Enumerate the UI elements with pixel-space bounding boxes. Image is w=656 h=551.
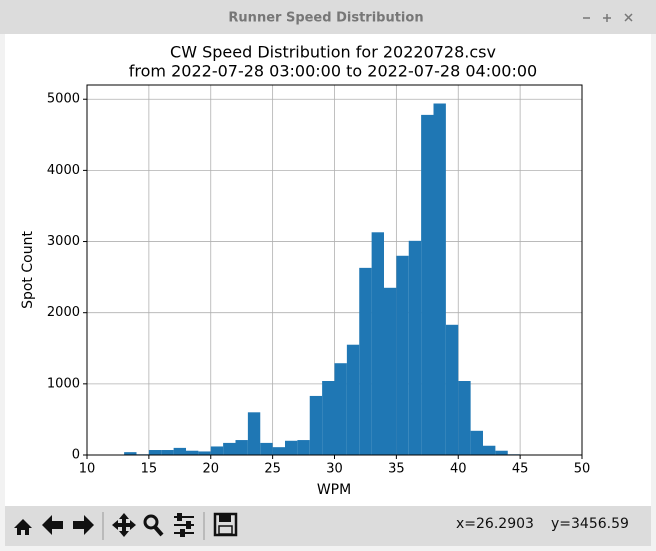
histogram-bar xyxy=(272,447,285,455)
histogram-bar xyxy=(124,452,137,455)
x-axis-label: WPM xyxy=(317,482,351,498)
histogram-bar xyxy=(186,450,199,455)
pan-button[interactable] xyxy=(112,513,136,537)
x-tick-label: 15 xyxy=(141,462,158,477)
y-tick-label: 1000 xyxy=(47,376,80,391)
histogram-bar xyxy=(483,445,496,455)
histogram-bar xyxy=(297,440,310,455)
zoom-button[interactable] xyxy=(143,514,164,537)
chart-subtitle: from 2022-07-28 03:00:00 to 2022-07-28 0… xyxy=(129,62,537,81)
histogram-bar xyxy=(334,363,347,455)
histogram-bar xyxy=(210,446,224,455)
y-tick-label: 3000 xyxy=(47,234,80,249)
histogram-bar xyxy=(223,442,236,455)
histogram-bar xyxy=(408,240,422,455)
y-tick-label: 2000 xyxy=(47,305,80,320)
save-button[interactable] xyxy=(213,512,238,537)
histogram-bar xyxy=(458,381,471,455)
x-tick-label: 40 xyxy=(450,462,467,477)
configure-button[interactable] xyxy=(174,513,194,537)
window-title: Runner Speed Distribution xyxy=(228,11,423,26)
x-tick-label: 20 xyxy=(202,462,219,477)
plot-area: 10 15 20 25 30 35 40 45 50 0 1000 2000 3000 4000 5000 xyxy=(47,84,591,477)
histogram-bar xyxy=(433,103,446,455)
forward-button[interactable] xyxy=(73,515,94,535)
histogram-bar xyxy=(495,450,508,455)
x-tick-label: 35 xyxy=(388,462,405,477)
y-tick-label: 0 xyxy=(72,448,80,463)
histogram-bar xyxy=(173,447,186,455)
histogram-bar xyxy=(285,440,298,455)
back-button[interactable] xyxy=(42,515,63,535)
toolbar-buttons[interactable] xyxy=(14,512,238,537)
status-x: x=26.2903 xyxy=(456,516,534,532)
x-tick-label: 10 xyxy=(79,462,96,477)
y-tick-label: 5000 xyxy=(47,92,80,107)
histogram-bar xyxy=(161,450,174,455)
histogram-bar xyxy=(445,324,459,455)
histogram-bar xyxy=(235,440,248,455)
histogram-bar xyxy=(359,267,372,455)
y-tick-label: 4000 xyxy=(47,163,80,178)
window-controls[interactable] xyxy=(583,13,633,22)
histogram-bar xyxy=(309,395,323,455)
home-button[interactable] xyxy=(14,519,32,535)
x-tick-label: 25 xyxy=(264,462,281,477)
x-tick-label: 50 xyxy=(574,462,591,477)
histogram-bar xyxy=(396,255,409,455)
histogram-bar xyxy=(198,451,211,455)
histogram-bar xyxy=(384,287,397,455)
toolbar xyxy=(5,506,651,546)
histogram-bar xyxy=(247,412,261,455)
histogram-bar xyxy=(346,344,360,455)
title-bar xyxy=(0,0,656,34)
y-axis-label: Spot Count xyxy=(20,231,36,309)
axes-frame xyxy=(86,84,583,456)
chart-title: CW Speed Distribution for 20220728.csv xyxy=(170,43,496,62)
x-tick-label: 45 xyxy=(512,462,529,477)
histogram-bar xyxy=(260,442,273,455)
histogram-bar xyxy=(371,232,384,455)
status-y: y=3456.59 xyxy=(551,516,629,532)
histogram-bar xyxy=(148,450,162,455)
x-tick-label: 30 xyxy=(326,462,343,477)
histogram-bar xyxy=(322,381,335,455)
histogram-bar xyxy=(470,430,483,455)
histogram-bar xyxy=(421,114,434,455)
